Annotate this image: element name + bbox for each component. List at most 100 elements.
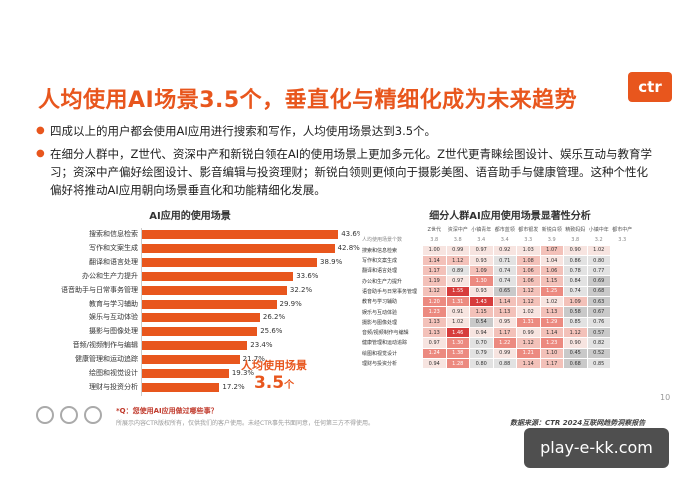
heatmap-row: 音频/视频制作与编辑 1.13 1.46 0.94 1.17 0.99 1.14 1.12 0.… (360, 326, 635, 339)
heatmap-row: 写作和文案生成 1.14 1.12 0.93 0.71 1.08 1.04 0.86 0.80 (360, 254, 635, 267)
bullet-list: ● 四成以上的用户都会使用AI应用进行搜索和写作，人均使用场景达到3.5个。 ●… (36, 122, 656, 204)
badge-icon (36, 406, 54, 424)
heatmap-cell (610, 306, 635, 318)
bar-value-label: 32.2% (289, 285, 313, 294)
bullet-dot-icon: ● (36, 148, 45, 159)
badge-icon (60, 406, 78, 424)
heatmap-cell: 0.99 (445, 244, 470, 256)
heatmap-row-label: 绘图和视觉设计 (360, 347, 423, 359)
heatmap-cell: 0.57 (586, 326, 611, 339)
heatmap-cell: 0.91 (445, 306, 470, 318)
bar-chart-title: AI应用的使用场景 (149, 211, 231, 222)
bar-category-label: 搜索和信息检索 (89, 230, 138, 238)
heatmap-cell: 1.02 (516, 306, 541, 318)
callout-number: 3.5 (253, 373, 285, 393)
heatmap-cell: 0.74 (563, 285, 588, 298)
bar-value-label: 23.4% (250, 341, 273, 350)
heatmap-cell: 1.31 (516, 316, 541, 328)
average-scenes-callout: 人均使用场景 3.5个 (228, 357, 320, 393)
page-title: 人均使用AI场景3.5个，垂直化与精细化成为未来趋势 (38, 88, 578, 113)
heatmap-cell: 1.14 (516, 357, 541, 370)
bar (142, 299, 277, 309)
heatmap-cell: 1.19 (422, 275, 447, 287)
bar-category-label: 娱乐与互动体验 (89, 313, 138, 322)
heatmap-subheader-cell: 3.8 (422, 234, 447, 246)
heatmap-cell: 0.82 (586, 337, 611, 349)
bar-row: 写作和文案生成 42.8% (0, 243, 360, 254)
heatmap-subheader-row: 人均使用场景个数 3.8 3.8 3.4 3.4 3.3 3.9 3.8 3.2 3.3 (360, 234, 635, 246)
heatmap-cell: 1.17 (539, 357, 564, 370)
data-source: 数据来源：CTR 2024互联网趋势洞察报告 (510, 419, 646, 427)
bar-category-label: 摄影与图像处理 (89, 327, 138, 336)
heatmap-cell: 1.13 (422, 326, 447, 339)
heatmap-cell: 0.80 (469, 357, 494, 370)
heatmap-cell: 0.85 (563, 316, 588, 328)
heatmap-cell: 1.09 (563, 296, 588, 308)
heatmap-cell (610, 265, 635, 277)
heatmap-subheader-cell: 3.9 (539, 234, 564, 246)
bar-row: 语音助手与日常事务管理 32.2% (0, 285, 312, 296)
callout-value: 3.5个 (228, 373, 320, 393)
bar-value-label: 19.3% (231, 369, 255, 377)
heatmap-cell: 1.06 (539, 265, 564, 277)
bar-row: 音频/视频制作与编辑 23.4% (0, 340, 300, 351)
heatmap-cell: 1.13 (422, 316, 447, 328)
heatmap-cell (610, 357, 635, 370)
heatmap-subheader-cell: 3.4 (492, 234, 517, 246)
bar (142, 271, 294, 281)
heatmap-cell: 0.94 (422, 357, 447, 370)
heatmap-cell: 1.02 (586, 244, 611, 256)
heatmap-subheader-cell: 3.3 (610, 234, 635, 246)
bar-value-label: 25.6% (260, 327, 283, 336)
heatmap-cell: 0.65 (492, 285, 517, 298)
heatmap-cell: 1.21 (516, 347, 541, 359)
bar-category-label: 健康管理和运动追踪 (75, 355, 138, 364)
heatmap-cell: 0.45 (563, 347, 588, 359)
bar (142, 230, 339, 239)
bar-row: 办公和生产力提升 33.6% (0, 271, 318, 282)
heatmap-cell: 0.78 (563, 265, 588, 277)
heatmap-cell: 1.02 (445, 316, 470, 328)
heatmap-row-label: 理财与投资分析 (360, 357, 423, 370)
heatmap-row-label: 健康管理和运动追踪 (360, 337, 423, 349)
heatmap-cell (610, 347, 635, 359)
heatmap-column-header: 资深中产 (445, 223, 470, 236)
bar (142, 313, 260, 323)
heatmap-cell: 1.09 (469, 265, 494, 277)
heatmap-cell: 1.46 (445, 326, 470, 339)
heatmap-cell: 1.12 (563, 326, 588, 339)
heatmap-cell: 0.89 (445, 265, 470, 277)
heatmap-cell: 1.14 (539, 326, 564, 339)
bar-row: 理财与投资分析 17.2% (0, 382, 300, 393)
heatmap-cell (610, 285, 635, 298)
heatmap-column-header: 都市蓝领 (492, 223, 517, 236)
bar-category-label: 办公和生产力提升 (82, 271, 138, 280)
bar-axis-line (141, 228, 142, 396)
heatmap-cell: 0.58 (563, 306, 588, 318)
badge-icon (84, 406, 102, 424)
heatmap-cell: 1.24 (422, 347, 447, 359)
bar-value-label: 42.8% (337, 243, 360, 252)
bullet-text: 在细分人群中，Z世代、资深中产和新锐白领在AI的使用场景上更加多元化。Z世代更青… (50, 147, 653, 197)
bar-row: 健康管理和运动追踪 21.7% (0, 354, 300, 365)
heatmap-cell: 0.54 (469, 316, 494, 328)
heatmap-subheader-cell: 3.8 (445, 234, 470, 246)
bar-value-label: 33.6% (296, 271, 319, 280)
heatmap-cell: 1.06 (516, 265, 541, 277)
bullet-text: 四成以上的用户都会使用AI应用进行搜索和写作，人均使用场景达到3.5个。 (50, 124, 437, 138)
bar (142, 243, 335, 253)
heatmap-row: 语音助手与日常事务管理 1.12 1.55 0.93 0.65 1.12 1.25 0.74 0… (360, 285, 635, 298)
heatmap-subheader-cell: 3.3 (516, 234, 541, 246)
callout-unit: 个 (284, 380, 295, 391)
bar-row: 搜索和信息检索 43.6% (0, 229, 363, 240)
heatmap-cell: 1.23 (422, 306, 447, 318)
page-number: 10 (660, 393, 671, 402)
heatmap-row-label: 翻译和语言处理 (360, 265, 423, 277)
bullet-dot-icon: ● (36, 125, 45, 136)
heatmap-row: 翻译和语言处理 1.17 0.89 1.09 0.74 1.06 1.06 0.78 0.77 (360, 265, 635, 277)
heatmap-cell: 0.68 (586, 285, 611, 298)
heatmap-cell: 1.04 (539, 254, 564, 267)
heatmap-cell: 0.97 (445, 275, 470, 287)
heatmap-column-header: Z世代 (422, 223, 447, 236)
heatmap-cell: 0.86 (563, 254, 588, 267)
